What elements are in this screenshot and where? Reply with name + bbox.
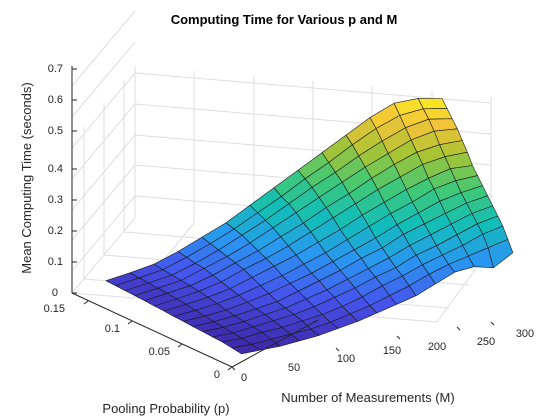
z-tick-label: 0.4: [48, 163, 63, 175]
surface-facet: [487, 239, 514, 269]
surface-facet: [417, 98, 448, 110]
axes: [71, 66, 319, 368]
z-ticks: 0 0.1 0.2 0.3 0.4 0.5 0.6 0.7: [48, 63, 77, 299]
z-tick-label: 0.3: [48, 194, 63, 206]
x-tick-label: 0: [241, 372, 247, 384]
z-axis-label: Mean Computing Time (seconds): [19, 82, 34, 273]
z-tick-label: 0: [52, 287, 58, 299]
x-tick-label: 150: [383, 345, 401, 357]
z-tick-label: 0.7: [48, 63, 63, 75]
x-axis-line: [231, 319, 319, 368]
x-tick-label: 100: [337, 353, 355, 365]
y-tick-label: 0.05: [149, 346, 170, 358]
surface-facet: [423, 108, 453, 120]
x-ticks: 0 50 100 150 200 250 300: [231, 321, 534, 384]
x-tick-label: 200: [428, 341, 446, 353]
y-tick-label: 0: [214, 369, 220, 381]
z-tick-label: 0.2: [48, 225, 63, 237]
y-axis-line: [71, 292, 233, 368]
y-axis-label: Pooling Probability (p): [102, 401, 229, 416]
y-ticks: 0.15 0.1 0.05 0: [44, 300, 233, 381]
z-tick-label: 0.5: [48, 125, 63, 137]
surface-mesh: [105, 98, 514, 355]
x-tick-label: 300: [516, 328, 534, 340]
z-tick-label: 0.6: [48, 94, 63, 106]
x-tick-label: 250: [477, 336, 495, 348]
chart-title: Computing Time for Various p and M: [171, 12, 398, 27]
z-tick-label: 0.1: [48, 256, 63, 268]
y-tick-label: 0.15: [44, 303, 65, 315]
x-axis-label: Number of Measurements (M): [281, 390, 454, 405]
x-tick-label: 50: [288, 362, 300, 374]
y-tick-label: 0.1: [105, 323, 120, 335]
